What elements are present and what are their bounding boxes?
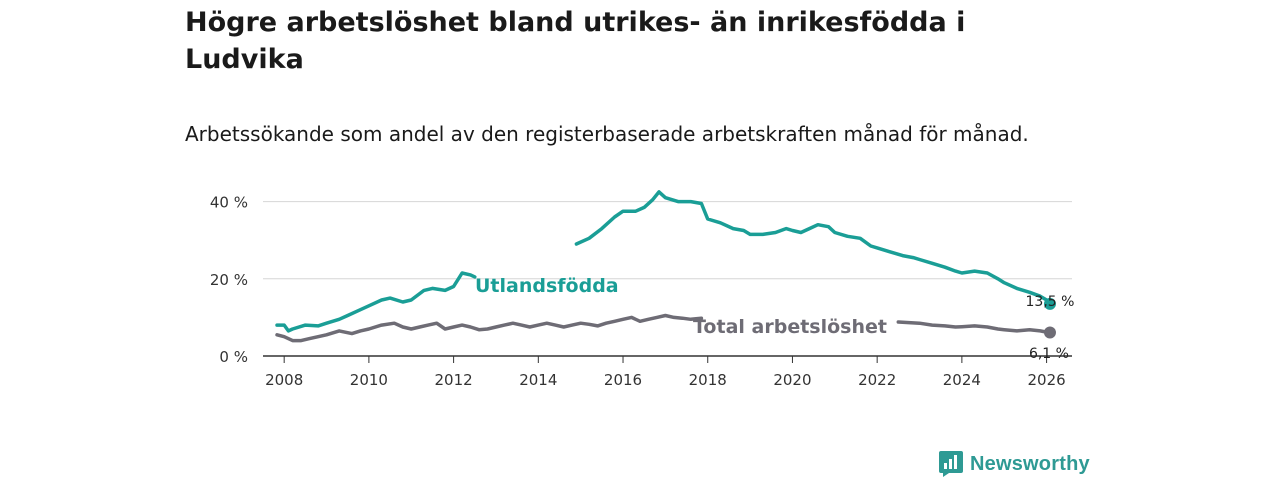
x-tick-label: 2008 xyxy=(265,371,303,389)
y-tick-label: 0 % xyxy=(219,348,248,366)
y-tick-label: 40 % xyxy=(210,194,248,212)
x-tick-label: 2020 xyxy=(773,371,811,389)
x-tick-label: 2012 xyxy=(435,371,473,389)
x-tick-label: 2014 xyxy=(519,371,557,389)
y-tick-label: 20 % xyxy=(210,271,248,289)
end-value-label-total: 6,1 % xyxy=(1029,346,1069,362)
x-tick-label: 2018 xyxy=(689,371,727,389)
series-end-point xyxy=(1043,297,1056,310)
x-tick-label: 2024 xyxy=(943,371,981,389)
x-tick-label: 2022 xyxy=(858,371,896,389)
x-tick-label: 2026 xyxy=(1027,371,1065,389)
x-tick-label: 2010 xyxy=(350,371,388,389)
chart-title: Högre arbetslöshet bland utrikes- än inr… xyxy=(185,7,966,75)
series-end-point xyxy=(1043,326,1056,339)
end-value-label-utlandsfodda: 13,5 % xyxy=(1026,294,1075,310)
series-line-total xyxy=(275,313,704,343)
brand-logo[interactable]: Newsworthy xyxy=(938,450,1090,478)
series-label-utlandsfodda: Utlandsfödda xyxy=(475,275,619,297)
series-label-total: Total arbetslöshet xyxy=(693,316,887,338)
chart-subtitle: Arbetssökande som andel av den registerb… xyxy=(185,122,1029,146)
brand-name: Newsworthy xyxy=(970,452,1090,475)
series-line-total xyxy=(896,320,1052,335)
series-line-utlandsfodda xyxy=(275,271,477,333)
series-line-utlandsfodda xyxy=(574,190,1052,306)
x-tick-label: 2016 xyxy=(604,371,642,389)
newsworthy-logo-icon xyxy=(939,451,963,477)
